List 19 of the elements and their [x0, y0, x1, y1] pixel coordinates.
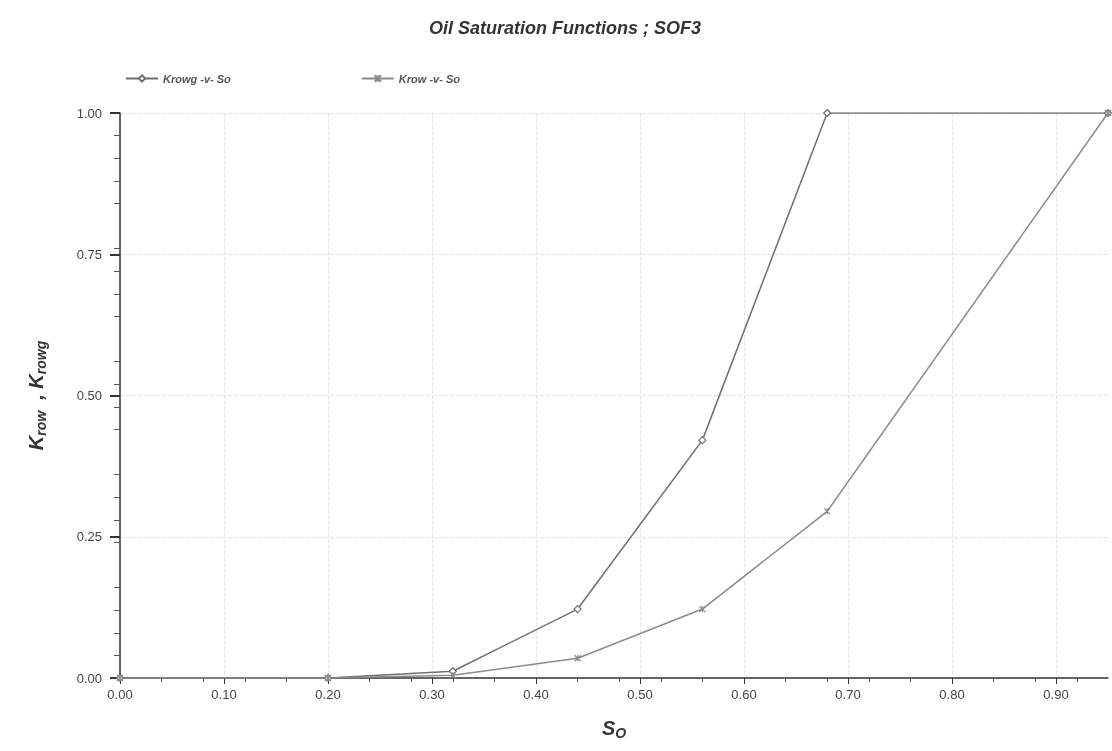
y-axis-title: Krow , Krowg [25, 340, 49, 451]
x-tick-label: 0.50 [627, 687, 653, 702]
chart-title: Oil Saturation Functions ; SOF3 [428, 18, 702, 38]
y-tick-label: 0.25 [76, 529, 102, 545]
y-tick-label: 1.00 [76, 105, 102, 121]
x-tick-label: 0.00 [107, 687, 133, 702]
y-tick-label: 0.50 [76, 388, 102, 403]
x-tick-label: 0.20 [315, 687, 341, 702]
x-tick-label: 0.80 [939, 687, 965, 702]
x-tick-label: 0.10 [211, 687, 237, 702]
x-tick-label: 0.30 [419, 687, 445, 702]
y-tick-label: 0.00 [76, 670, 102, 686]
y-tick-label: 0.75 [76, 246, 102, 262]
x-tick-label: 0.90 [1043, 687, 1069, 702]
legend-label: Krow -v- So [398, 72, 461, 85]
x-tick-label: 0.40 [523, 687, 549, 702]
x-tick-label: 0.70 [835, 687, 861, 702]
legend-label: Krowg -v- So [163, 72, 232, 85]
x-tick-label: 0.60 [731, 687, 757, 702]
